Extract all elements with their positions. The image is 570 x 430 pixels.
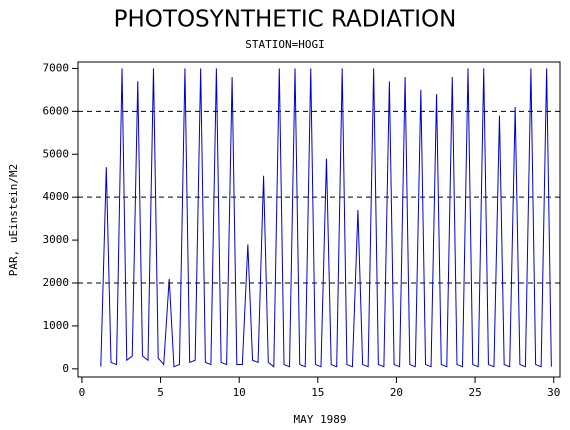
y-tick-label: 5000: [43, 147, 70, 160]
data-line: [100, 68, 552, 368]
chart-subtitle: STATION=HOGI: [245, 38, 324, 51]
plot-frame: [77, 61, 561, 378]
x-tick-label: 25: [468, 386, 481, 399]
chart-title: PHOTOSYNTHETIC RADIATION: [114, 7, 457, 33]
y-tick-label: 7000: [43, 61, 70, 74]
x-tick-label: 5: [157, 386, 164, 399]
x-tick-label: 15: [311, 386, 324, 399]
y-tick-label: 4000: [43, 190, 70, 203]
x-axis-label: MAY 1989: [294, 413, 347, 426]
y-tick-label: 1000: [43, 319, 70, 332]
x-tick-label: 30: [547, 386, 560, 399]
y-tick-label: 3000: [43, 233, 70, 246]
y-axis-label: PAR, uEinstein/M2: [7, 164, 20, 277]
y-tick-label: 0: [62, 362, 69, 375]
y-tick-label: 6000: [43, 104, 70, 117]
x-tick-label: 20: [390, 386, 403, 399]
x-tick-label: 0: [79, 386, 86, 399]
y-tick-label: 2000: [43, 276, 70, 289]
x-tick-label: 10: [233, 386, 246, 399]
